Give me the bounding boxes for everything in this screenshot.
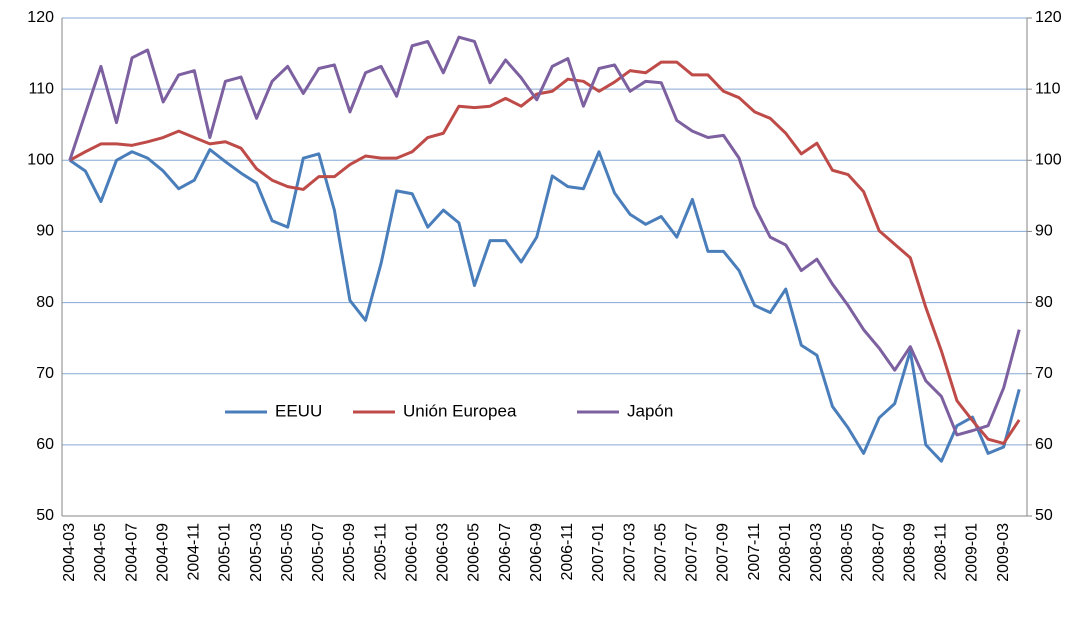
x-tick-label: 2004-05: [92, 523, 109, 582]
y2-tick-label: 80: [1035, 294, 1053, 311]
x-tick-label: 2008-03: [808, 523, 825, 582]
line-series: [69, 60, 1021, 445]
y-tick-label: 80: [36, 294, 54, 311]
x-tick-label: 2006-01: [403, 523, 420, 582]
x-tick-label: 2006-03: [435, 523, 452, 582]
x-tick-label: 2007-09: [715, 523, 732, 582]
x-tick-label: 2007-05: [652, 523, 669, 582]
x-tick-label: 2005-01: [217, 523, 234, 582]
y2-tick-label: 120: [1035, 9, 1062, 26]
x-tick-label: 2005-09: [341, 523, 358, 582]
x-tick-label: 2007-11: [746, 523, 763, 581]
line-series: [68, 148, 1021, 463]
line-series: [68, 35, 1021, 437]
legend-label: Unión Europea: [403, 401, 517, 420]
y-tick-label: 120: [27, 9, 54, 26]
x-tick-label: 2007-07: [684, 523, 701, 582]
x-tick-label: 2005-11: [372, 523, 389, 581]
x-tick-label: 2008-05: [839, 523, 856, 582]
y2-tick-label: 90: [1035, 223, 1053, 240]
y2-tick-label: 110: [1035, 80, 1061, 97]
x-tick-label: 2008-01: [777, 523, 794, 582]
x-tick-label: 2006-11: [559, 523, 576, 581]
x-tick-label: 2009-01: [964, 523, 981, 582]
y2-tick-label: 70: [1035, 365, 1053, 382]
x-tick-label: 2008-09: [901, 523, 918, 582]
legend-label: Japón: [627, 401, 673, 420]
y-tick-label: 70: [36, 365, 54, 382]
y-tick-label: 90: [36, 223, 54, 240]
y-tick-label: 110: [28, 80, 54, 97]
x-tick-label: 2004-03: [61, 523, 78, 582]
x-tick-label: 2005-03: [248, 523, 265, 582]
x-tick-label: 2004-11: [186, 523, 203, 581]
x-tick-label: 2004-07: [123, 523, 140, 582]
x-tick-label: 2006-05: [466, 523, 483, 582]
y2-tick-label: 50: [1035, 507, 1053, 524]
y2-tick-label: 60: [1035, 436, 1053, 453]
x-tick-label: 2005-05: [279, 523, 296, 582]
y2-tick-label: 100: [1035, 152, 1062, 169]
x-tick-label: 2006-07: [497, 523, 514, 582]
x-tick-label: 2004-09: [154, 523, 171, 582]
y-tick-label: 100: [27, 152, 54, 169]
legend-label: EEUU: [275, 401, 322, 420]
x-tick-label: 2007-03: [621, 523, 638, 582]
x-tick-label: 2008-11: [933, 523, 950, 581]
x-tick-label: 2008-07: [870, 523, 887, 582]
x-tick-label: 2007-01: [590, 523, 607, 582]
y-tick-label: 50: [36, 507, 54, 524]
x-tick-label: 2006-09: [528, 523, 545, 582]
y-tick-label: 60: [36, 436, 54, 453]
x-tick-label: 2005-07: [310, 523, 327, 582]
x-tick-label: 2009-03: [995, 523, 1012, 582]
